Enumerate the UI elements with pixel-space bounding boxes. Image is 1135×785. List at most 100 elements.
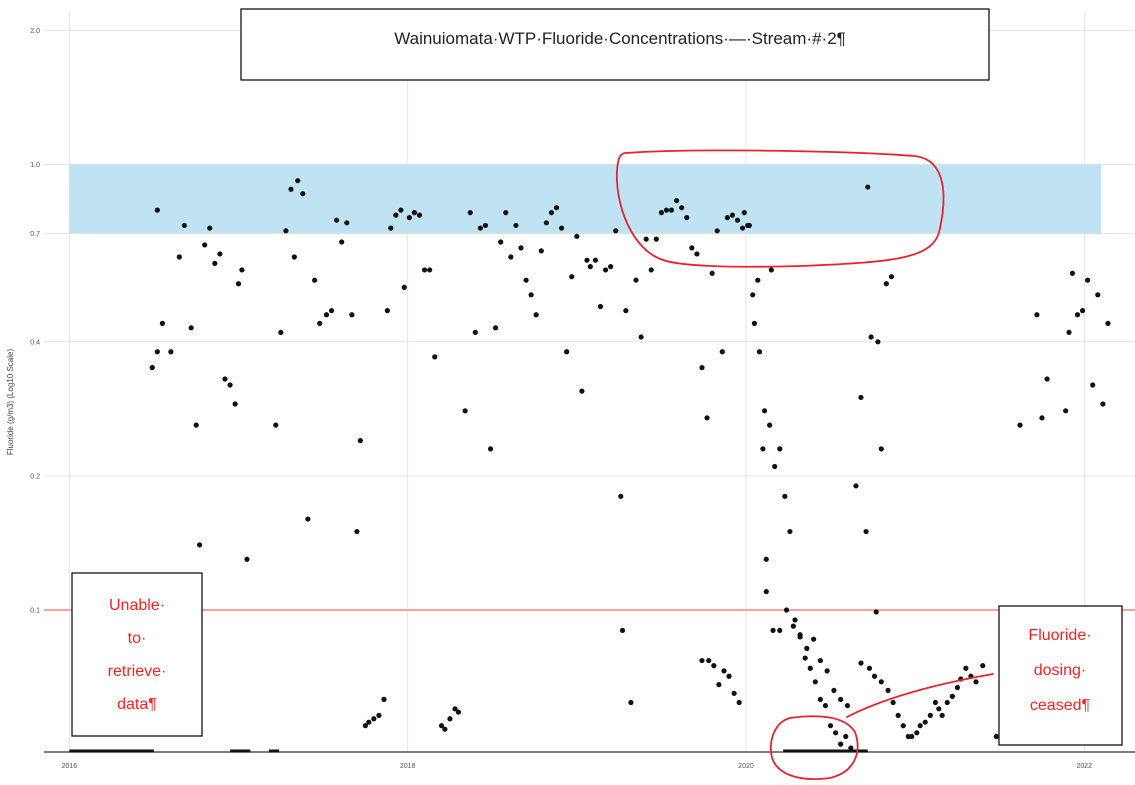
data-point bbox=[388, 225, 394, 231]
data-point bbox=[711, 663, 717, 669]
data-point bbox=[739, 225, 746, 231]
data-point bbox=[751, 320, 758, 326]
data-point bbox=[878, 446, 884, 452]
chart-title: Wainuiomata·WTP·Fluoride·Concentrations·… bbox=[394, 29, 846, 48]
y-tick-label: 0.7 bbox=[30, 231, 40, 238]
data-point bbox=[398, 207, 404, 213]
data-point bbox=[699, 657, 705, 664]
data-point bbox=[462, 408, 468, 414]
data-point bbox=[885, 687, 891, 693]
data-point bbox=[447, 716, 453, 722]
data-point bbox=[714, 228, 720, 234]
data-point bbox=[212, 260, 218, 266]
data-point bbox=[827, 723, 834, 729]
data-point bbox=[883, 281, 889, 287]
note-right-line-3: ceased¶ bbox=[1030, 697, 1090, 714]
data-point bbox=[149, 365, 155, 371]
data-point bbox=[1105, 320, 1111, 326]
data-point bbox=[802, 655, 808, 661]
data-point bbox=[1090, 382, 1096, 388]
data-point bbox=[291, 254, 297, 260]
data-point bbox=[760, 446, 766, 452]
data-point bbox=[858, 394, 864, 401]
data-point bbox=[628, 699, 634, 706]
data-point bbox=[305, 516, 311, 522]
data-point bbox=[792, 617, 798, 623]
y-axis-ticks: 0.1 0.2 0.4 0.7 1.0 2.0 bbox=[30, 28, 40, 615]
data-point bbox=[295, 178, 301, 184]
data-point bbox=[344, 220, 350, 226]
data-point bbox=[508, 254, 514, 260]
data-point bbox=[871, 673, 878, 679]
data-point bbox=[317, 320, 323, 326]
data-point bbox=[455, 709, 462, 715]
note-right-line-2: dosing· bbox=[1034, 662, 1086, 679]
data-point bbox=[619, 627, 626, 633]
data-point bbox=[421, 267, 428, 273]
data-point bbox=[1034, 312, 1040, 318]
data-point bbox=[746, 222, 752, 229]
data-point bbox=[579, 388, 585, 394]
data-point bbox=[188, 325, 194, 331]
data-point bbox=[538, 248, 544, 254]
data-point bbox=[1063, 408, 1069, 414]
data-point bbox=[623, 308, 629, 314]
data-point bbox=[548, 210, 555, 216]
data-point bbox=[729, 212, 736, 218]
y-tick-label: 0.1 bbox=[30, 608, 40, 615]
data-point bbox=[168, 349, 174, 355]
data-point bbox=[973, 679, 979, 685]
data-point bbox=[674, 197, 680, 204]
data-point bbox=[349, 312, 355, 318]
data-point bbox=[528, 292, 534, 298]
data-point bbox=[807, 665, 813, 671]
data-point bbox=[217, 251, 223, 257]
data-point bbox=[873, 609, 879, 615]
data-point bbox=[863, 528, 869, 535]
data-point bbox=[787, 528, 793, 535]
data-point bbox=[207, 225, 213, 231]
data-point bbox=[917, 723, 923, 729]
data-point bbox=[235, 281, 242, 287]
data-point bbox=[159, 320, 166, 326]
data-point bbox=[761, 408, 768, 414]
data-point bbox=[658, 210, 664, 216]
data-point bbox=[763, 556, 769, 562]
data-point bbox=[498, 239, 504, 245]
data-point bbox=[865, 184, 871, 190]
data-point bbox=[838, 741, 844, 747]
data-point bbox=[900, 723, 906, 729]
data-point bbox=[777, 627, 783, 633]
data-point bbox=[452, 706, 458, 712]
data-point bbox=[283, 228, 289, 234]
data-point bbox=[362, 723, 368, 729]
data-point bbox=[939, 712, 945, 718]
data-point bbox=[328, 308, 335, 314]
x-tick-label: 2018 bbox=[400, 763, 416, 770]
data-point bbox=[1100, 401, 1106, 407]
data-point bbox=[427, 267, 433, 273]
data-point bbox=[726, 673, 732, 679]
data-point bbox=[278, 329, 284, 335]
data-point bbox=[244, 556, 250, 562]
y-tick-label: 0.4 bbox=[30, 339, 40, 346]
data-point bbox=[1044, 376, 1050, 382]
data-point bbox=[888, 274, 895, 280]
data-point bbox=[772, 463, 778, 470]
data-point bbox=[613, 228, 619, 234]
data-point bbox=[932, 699, 939, 706]
note-right-line-1: Fluoride· bbox=[1028, 627, 1091, 644]
data-point bbox=[817, 696, 823, 702]
x-axis-ticks: 2016 2018 2020 2022 bbox=[62, 763, 1093, 770]
data-point bbox=[239, 267, 245, 273]
data-point bbox=[584, 257, 590, 263]
data-point bbox=[518, 245, 524, 251]
data-point bbox=[709, 270, 715, 276]
data-point bbox=[1069, 270, 1076, 276]
data-point bbox=[493, 325, 499, 331]
data-point bbox=[487, 446, 494, 452]
red-pointer-line bbox=[846, 673, 994, 718]
data-point bbox=[472, 329, 478, 335]
data-point bbox=[890, 699, 896, 706]
data-point bbox=[750, 292, 756, 298]
